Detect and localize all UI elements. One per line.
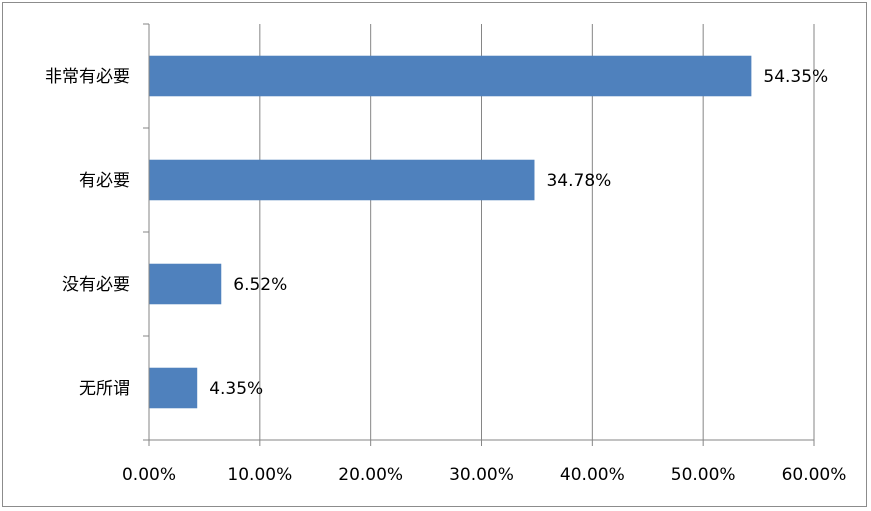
x-tick-label: 20.00% [338,465,403,485]
category-label: 非常有必要 [45,67,130,87]
x-tick-label: 30.00% [449,465,514,485]
data-label: 54.35% [763,67,828,87]
data-label: 34.78% [546,171,611,191]
category-label: 有必要 [79,171,130,191]
bar [149,159,535,201]
x-tick-label: 0.00% [122,465,176,485]
data-label: 6.52% [233,275,287,295]
data-label: 4.35% [209,379,263,399]
x-tick-label: 10.00% [227,465,292,485]
bar [149,367,198,409]
category-label: 没有必要 [62,275,130,295]
axes [143,23,815,446]
x-tick-label: 50.00% [671,465,736,485]
bar [149,55,752,97]
bar [149,263,222,305]
labels: 0.00% 10.00% 20.00% 30.00% 40.00% 50.00% 60.00… [45,67,846,485]
bars [149,55,752,409]
x-tick-label: 60.00% [782,465,847,485]
category-label: 无所谓 [79,379,130,399]
x-tick-label: 40.00% [560,465,625,485]
